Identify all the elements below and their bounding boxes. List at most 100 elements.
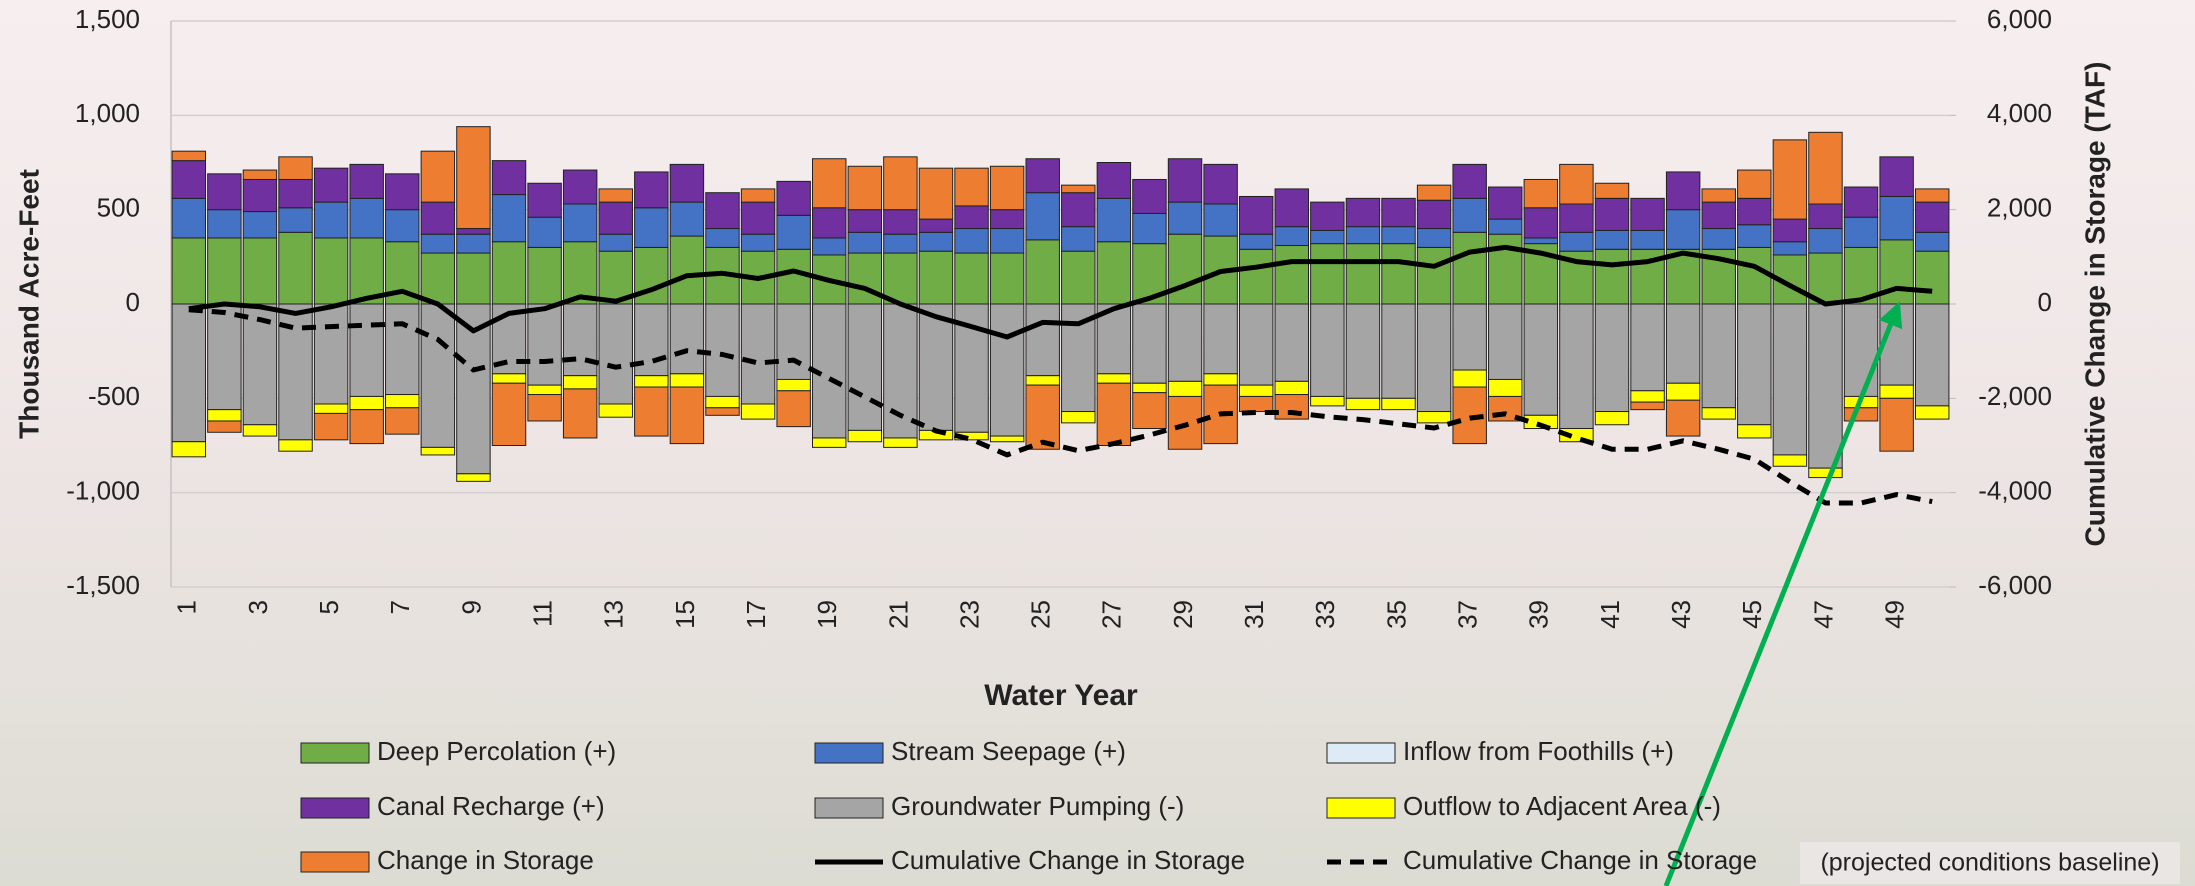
bar-segment: [1738, 247, 1771, 304]
bar-segment: [919, 304, 952, 430]
bar-segment: [848, 430, 881, 441]
bar-segment: [1631, 198, 1664, 230]
bar-segment: [172, 161, 205, 199]
bar-segment: [990, 166, 1023, 209]
bar-segment: [243, 179, 276, 211]
bar-segment: [599, 202, 632, 234]
bar-segment: [706, 408, 739, 416]
bar-segment: [1844, 304, 1877, 396]
x-tick-label: 45: [1737, 600, 1767, 629]
bar-segment: [1631, 230, 1664, 249]
bar-segment: [1915, 304, 1948, 406]
bar-segment: [1631, 304, 1664, 391]
bar-segment: [1773, 219, 1806, 242]
legend-swatch: [1327, 798, 1395, 818]
bar-segment: [279, 179, 312, 207]
bar-segment: [492, 161, 525, 195]
bar-segment: [813, 159, 846, 208]
bar-segment: [1489, 379, 1522, 396]
bar-segment: [314, 168, 347, 202]
bar-segment: [1524, 208, 1557, 238]
bar-segment: [1453, 232, 1486, 304]
bar-segment: [1239, 249, 1272, 304]
bar-segment: [1453, 198, 1486, 232]
bar-segment: [955, 168, 988, 206]
y-tick-label: -1,500: [66, 570, 140, 600]
legend-label: Stream Seepage (+): [891, 736, 1126, 766]
bar-segment: [172, 198, 205, 238]
bar-segment: [741, 304, 774, 404]
bar-segment: [172, 238, 205, 304]
x-tick-label: 19: [812, 600, 842, 629]
bar-segment: [279, 232, 312, 304]
bar-segment: [1809, 229, 1842, 254]
bar-segment: [1489, 234, 1522, 304]
bar-segment: [1062, 193, 1095, 227]
bar-segment: [1880, 385, 1913, 398]
y-tick-label: 0: [126, 287, 140, 317]
bar-segment: [848, 232, 881, 253]
bar-segment: [670, 387, 703, 444]
bar-segment: [172, 442, 205, 457]
bar-segment: [884, 157, 917, 210]
legend-swatch: [815, 798, 883, 818]
bar-segment: [1453, 370, 1486, 387]
bar-segment: [421, 151, 454, 202]
bar-segment: [386, 408, 419, 434]
bar-segment: [1062, 412, 1095, 423]
bar-segment: [1915, 202, 1948, 232]
bar-segment: [919, 232, 952, 251]
x-tick-label: 39: [1524, 600, 1554, 629]
x-tick-label: 5: [314, 600, 344, 614]
y-tick-label: 1,500: [75, 4, 140, 34]
bar-segment: [1168, 304, 1201, 381]
bar-segment: [1773, 140, 1806, 219]
bar-segment: [528, 217, 561, 247]
x-tick-label: 47: [1808, 600, 1838, 629]
bar-segment: [1026, 376, 1059, 385]
bar-segment: [350, 304, 383, 396]
legend-label: Deep Percolation (+): [377, 736, 616, 766]
bar-segment: [492, 195, 525, 242]
bar-segment: [1275, 304, 1308, 381]
bar-segment: [421, 253, 454, 304]
bar-segment: [386, 395, 419, 408]
bar-segment: [1417, 247, 1450, 304]
bar-segment: [1702, 304, 1735, 408]
x-tick-label: 27: [1097, 600, 1127, 629]
bar-segment: [1346, 304, 1379, 398]
bar-segment: [777, 304, 810, 379]
x-tick-label: 33: [1310, 600, 1340, 629]
bar-segment: [777, 181, 810, 215]
bar-segment: [1880, 157, 1913, 197]
bar-segment: [1062, 185, 1095, 193]
bar-segment: [1738, 170, 1771, 198]
bar-segment: [1311, 304, 1344, 396]
bar-segment: [848, 253, 881, 304]
bar-segment: [1702, 202, 1735, 228]
bar-segment: [1275, 227, 1308, 246]
bar-segment: [492, 242, 525, 304]
bar-segment: [1489, 219, 1522, 234]
bar-segment: [1133, 304, 1166, 383]
bar-segment: [243, 425, 276, 436]
bar-segment: [1738, 425, 1771, 438]
bar-segment: [457, 229, 490, 235]
bar-segment: [1097, 198, 1130, 241]
x-tick-label: 25: [1026, 600, 1056, 629]
bar-segment: [1133, 179, 1166, 213]
y2-tick-label: 4,000: [1987, 98, 2052, 128]
bar-segment: [706, 396, 739, 407]
bar-segment: [1062, 251, 1095, 304]
bar-segment: [1382, 198, 1415, 226]
bar-segment: [813, 438, 846, 447]
bar-segment: [706, 193, 739, 229]
bar-segment: [1773, 242, 1806, 255]
bar-segment: [1097, 383, 1130, 445]
bar-segment: [1809, 204, 1842, 229]
bar-segment: [741, 404, 774, 419]
bar-segment: [421, 234, 454, 253]
bar-segment: [706, 229, 739, 248]
bar-segment: [848, 166, 881, 209]
legend-swatch: [301, 743, 369, 763]
